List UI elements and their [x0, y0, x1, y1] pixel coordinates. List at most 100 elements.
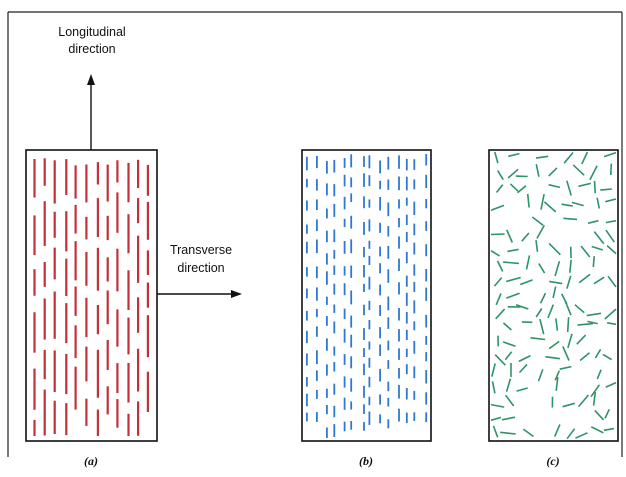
fiber-c	[578, 182, 591, 188]
fiber-c	[561, 203, 573, 207]
fiber-c	[522, 428, 534, 438]
fiber-c	[554, 370, 561, 381]
panel-c-label: (c)	[546, 454, 559, 468]
fiber-c	[536, 225, 545, 239]
fiber-c	[505, 229, 514, 243]
fiber-c	[500, 431, 516, 435]
fiber-c	[555, 318, 559, 331]
panel-a: (a)	[25, 149, 158, 468]
panel-a-box	[25, 149, 158, 442]
fiber-c	[606, 245, 617, 255]
fiber-c	[610, 163, 613, 176]
fiber-c	[545, 355, 561, 360]
fiber-c	[535, 155, 549, 159]
fiber-c	[577, 394, 590, 408]
fiber-c	[603, 427, 615, 432]
fiber-c	[518, 354, 531, 363]
fiber-c	[600, 188, 612, 191]
fiber-c	[490, 416, 502, 422]
longitudinal-label-line2: direction	[68, 42, 115, 56]
fiber-c	[549, 280, 563, 285]
fiber-c	[566, 428, 576, 440]
fiber-c	[587, 320, 598, 325]
fiber-c	[518, 363, 528, 374]
fiber-c	[501, 416, 516, 421]
fiber-c	[530, 337, 546, 341]
fiber-c	[516, 387, 528, 392]
fiber-c	[605, 219, 617, 224]
fiber-c	[543, 201, 557, 213]
fiber-c	[503, 261, 519, 265]
fiber-c	[593, 231, 605, 245]
fiber-c	[562, 346, 570, 361]
fiber-c	[591, 245, 604, 251]
fiber-c	[497, 170, 504, 181]
fiber-c	[605, 198, 617, 203]
fiber-c	[596, 197, 601, 209]
fiber-c	[596, 369, 602, 380]
fiber-c	[502, 322, 512, 331]
fiber-c	[538, 263, 546, 274]
transverse-direction: Transverse direction	[157, 243, 242, 298]
fiber-c	[553, 424, 561, 437]
fiber-c	[540, 193, 545, 210]
fiber-c	[506, 292, 520, 299]
fiber-c	[592, 256, 595, 268]
fiber-c	[552, 286, 557, 299]
fiber-c	[516, 185, 527, 194]
fiber-c	[603, 151, 617, 158]
fiber-c	[548, 167, 558, 177]
fiber-c	[491, 363, 496, 377]
panel-c-fibers	[490, 151, 617, 440]
fiber-c	[548, 183, 561, 189]
fiber-c	[566, 275, 572, 289]
fiber-c	[535, 164, 540, 177]
fiber-c	[494, 151, 499, 164]
fiber-c	[604, 308, 617, 320]
fiber-c	[554, 260, 561, 277]
fiber-c	[563, 217, 578, 221]
fiber-c	[567, 333, 573, 349]
fiber-c	[606, 322, 617, 326]
fiber-c	[495, 308, 506, 320]
panel-b-fibers	[305, 154, 428, 438]
transverse-arrowhead-icon	[231, 290, 242, 298]
fiber-c	[576, 334, 587, 345]
fiber-c	[502, 341, 516, 348]
panel-b-label: (b)	[359, 454, 373, 468]
fiber-c	[587, 220, 599, 224]
fiber-c	[508, 152, 520, 158]
fiber-c	[535, 308, 543, 318]
fiber-c	[504, 394, 515, 407]
fiber-c	[593, 276, 605, 285]
fiber-c	[509, 183, 519, 192]
fiber-c	[547, 304, 555, 319]
fiber-c	[493, 277, 503, 287]
fiber-c	[589, 165, 598, 181]
fiber-c	[539, 318, 545, 335]
fiber-c	[490, 233, 505, 236]
fiber-c	[572, 164, 585, 176]
fiber-c	[566, 180, 572, 196]
fiber-c	[525, 255, 531, 270]
fiber-c	[564, 301, 572, 316]
fiber-c	[590, 426, 604, 434]
fiber-c	[520, 279, 533, 286]
longitudinal-arrowhead-icon	[87, 74, 95, 85]
fiber-c	[507, 248, 519, 253]
fiber-c	[586, 312, 602, 317]
fiber-c	[548, 340, 560, 350]
fiber-c	[605, 381, 617, 388]
fiber-c	[505, 378, 512, 392]
fiber-c	[504, 351, 513, 361]
fiber-c	[566, 317, 570, 333]
fiber-c	[495, 293, 502, 306]
fiber-c	[594, 409, 605, 421]
fiber-c	[580, 245, 591, 258]
fiber-c	[515, 304, 529, 310]
fiber-c	[535, 240, 539, 253]
fiber-c	[605, 229, 615, 243]
fiber-c	[577, 322, 594, 326]
fiber-c	[505, 276, 521, 283]
